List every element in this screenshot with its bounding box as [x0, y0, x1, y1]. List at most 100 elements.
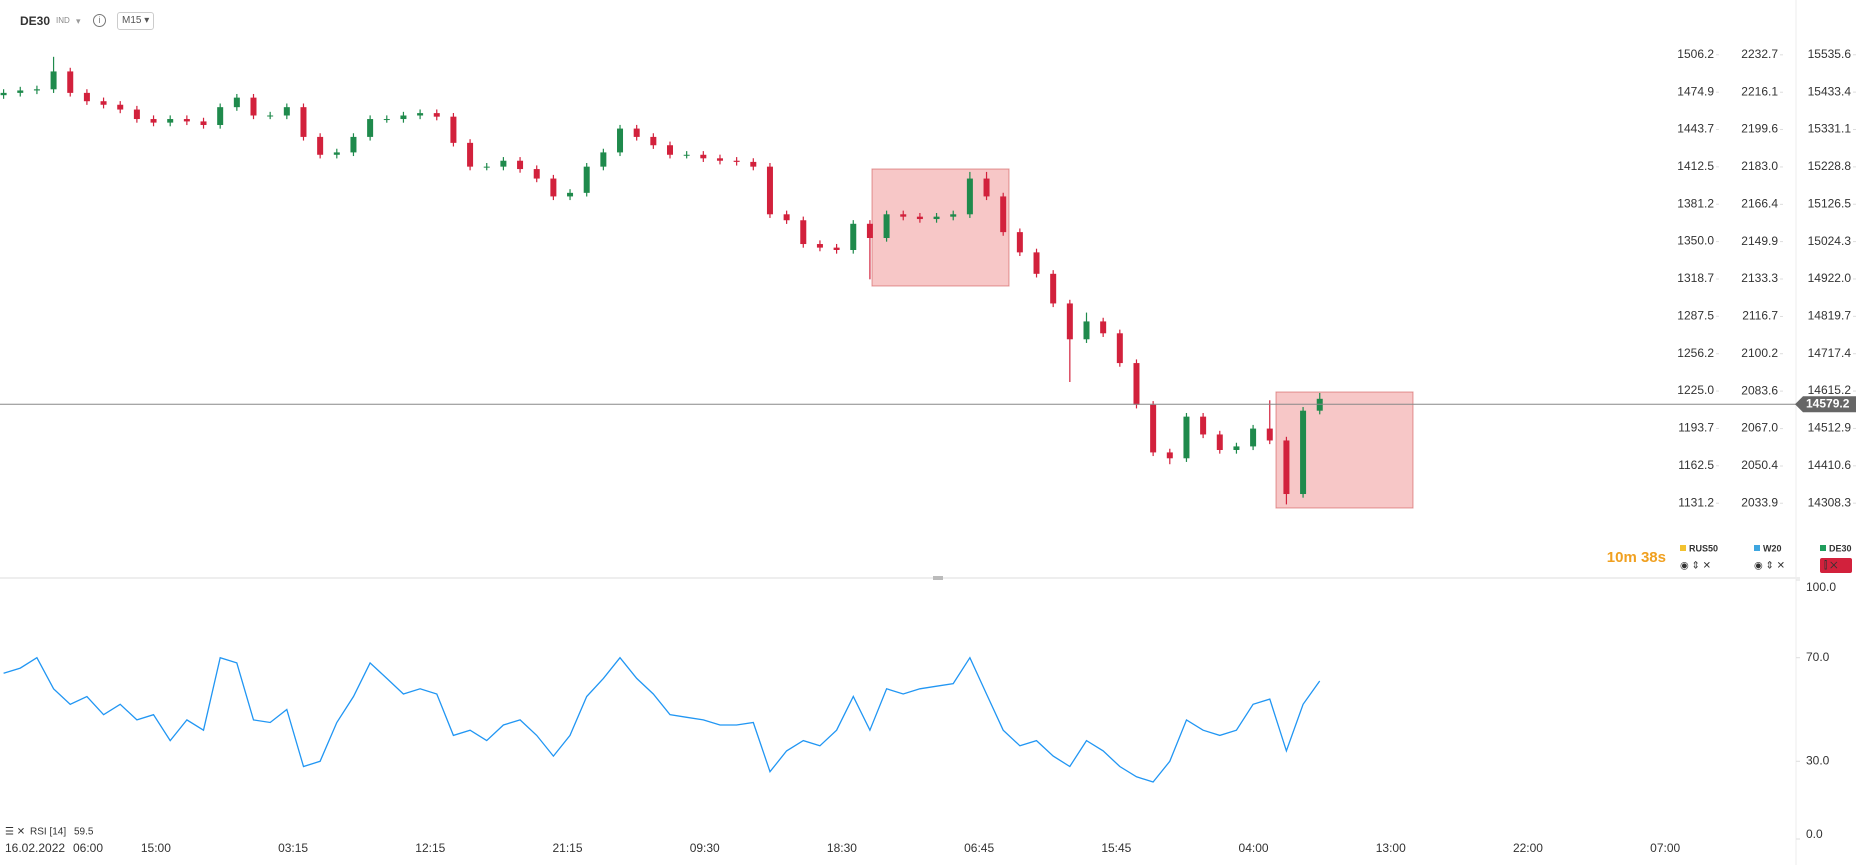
date-label: 16.02.2022 — [5, 841, 65, 855]
candle-body — [716, 158, 723, 161]
candle-body — [800, 220, 807, 245]
candle-body — [100, 101, 107, 105]
y-tick-label: 1506.2 — [1677, 47, 1714, 61]
y-tick-label: 2166.4 — [1741, 197, 1778, 211]
bar-timer: 10m 38s — [1607, 549, 1666, 566]
y-tick-label: 15331.1 — [1808, 122, 1852, 136]
candle-body — [933, 216, 940, 220]
candle-body — [750, 161, 757, 167]
y-tick-label: 2033.9 — [1741, 495, 1778, 509]
legend-controls: ◉ ⇕ ✕ — [1754, 561, 1785, 572]
candle-body — [1300, 410, 1307, 495]
y-tick-label: 2050.4 — [1741, 458, 1778, 472]
candle-body — [1116, 333, 1123, 364]
indicator-icon[interactable]: ☰ ✕ — [5, 827, 25, 838]
x-tick-label: 15:45 — [1101, 841, 1131, 855]
legend-label: DE30 — [1829, 543, 1852, 553]
candle-body — [1183, 416, 1190, 459]
candle-body — [983, 178, 990, 197]
x-tick-label: 15:00 — [141, 841, 171, 855]
y-tick-label: 15126.5 — [1808, 196, 1852, 210]
timer-seconds: 38s — [1641, 549, 1666, 566]
candle-body — [900, 214, 907, 217]
candle-body — [833, 247, 840, 250]
candle-body — [467, 142, 474, 167]
candle-body — [766, 166, 773, 215]
candle-body — [217, 107, 224, 125]
info-icon[interactable]: i — [93, 14, 106, 27]
y-tick-label: 2133.3 — [1741, 271, 1778, 285]
candle-body — [650, 136, 657, 146]
legend-controls: ⫿ ✕ — [1824, 560, 1838, 572]
y-tick-label: 15535.6 — [1808, 47, 1852, 61]
y-tick-label: 1256.2 — [1677, 346, 1714, 360]
candle-body — [33, 89, 40, 91]
legend-swatch — [1820, 545, 1826, 551]
timeframe-label: M15 — [122, 15, 142, 26]
candle-body — [1000, 196, 1007, 233]
candle-body — [950, 214, 957, 217]
candle-body — [1083, 321, 1090, 340]
y-tick-label: 2116.7 — [1742, 309, 1778, 323]
indicator-name: RSI [14] — [30, 827, 66, 838]
y-tick-label: 14410.6 — [1808, 458, 1852, 472]
candle-body — [617, 128, 624, 153]
legend-label: RUS50 — [1689, 543, 1718, 553]
candle-body — [450, 116, 457, 143]
x-tick-label: 18:30 — [827, 841, 857, 855]
candle-body — [1150, 404, 1157, 453]
candle-body — [600, 152, 607, 167]
y-tick-label: 2149.9 — [1741, 234, 1778, 248]
y-tick-label: 14819.7 — [1808, 309, 1852, 323]
candle-body — [0, 92, 7, 96]
candle-body — [550, 178, 557, 197]
legend-controls-bg — [1820, 558, 1852, 573]
candle-body — [1250, 428, 1257, 447]
candle-body — [433, 113, 440, 117]
candle-body — [533, 169, 540, 179]
candle-body — [1133, 363, 1140, 405]
candle-body — [667, 145, 673, 155]
candle-body — [67, 71, 74, 93]
candle-body — [633, 128, 640, 137]
x-tick-label: 22:00 — [1513, 841, 1543, 855]
y-tick-label: 2199.6 — [1741, 122, 1778, 136]
candle-body — [133, 109, 140, 120]
symbol[interactable]: DE30 — [20, 14, 51, 28]
y-tick-label: 1412.5 — [1677, 159, 1714, 173]
x-tick-label: 21:15 — [552, 841, 582, 855]
panel-resize-handle[interactable] — [933, 576, 943, 580]
candle-body — [400, 115, 407, 120]
x-tick-label: 12:15 — [415, 841, 445, 855]
candle-body — [567, 192, 574, 197]
candle-body — [483, 166, 490, 168]
candle-body — [17, 90, 24, 93]
x-tick-label: 07:00 — [1650, 841, 1680, 855]
x-tick-label: 04:00 — [1239, 841, 1269, 855]
y-tick-label: 14308.3 — [1808, 495, 1852, 509]
y-tick-label: 2083.6 — [1741, 383, 1778, 397]
candle-body — [1283, 440, 1290, 495]
timeframe[interactable]: M15 ▾ — [117, 12, 155, 30]
y-tick-label: 70.0 — [1806, 650, 1830, 664]
candle-body — [733, 160, 740, 162]
y-tick-label: 15024.3 — [1808, 234, 1852, 248]
candle-body — [317, 136, 324, 155]
highlight-box[interactable] — [1275, 391, 1414, 509]
y-tick-label: 1287.5 — [1677, 308, 1714, 322]
y-tick-label: 2232.7 — [1741, 47, 1778, 61]
candle-body — [283, 107, 290, 116]
candle-body — [250, 97, 257, 116]
y-tick-label: 2067.0 — [1741, 421, 1778, 435]
candle-body — [117, 104, 124, 110]
candle-body — [1200, 416, 1207, 435]
candle-body — [783, 214, 790, 221]
legend-label: W20 — [1763, 543, 1782, 553]
candle-body — [417, 113, 424, 116]
candle-body — [83, 92, 90, 102]
candle-body — [883, 214, 890, 239]
symbol-dropdown[interactable]: ▾ — [76, 16, 81, 26]
candle-body — [267, 115, 274, 117]
